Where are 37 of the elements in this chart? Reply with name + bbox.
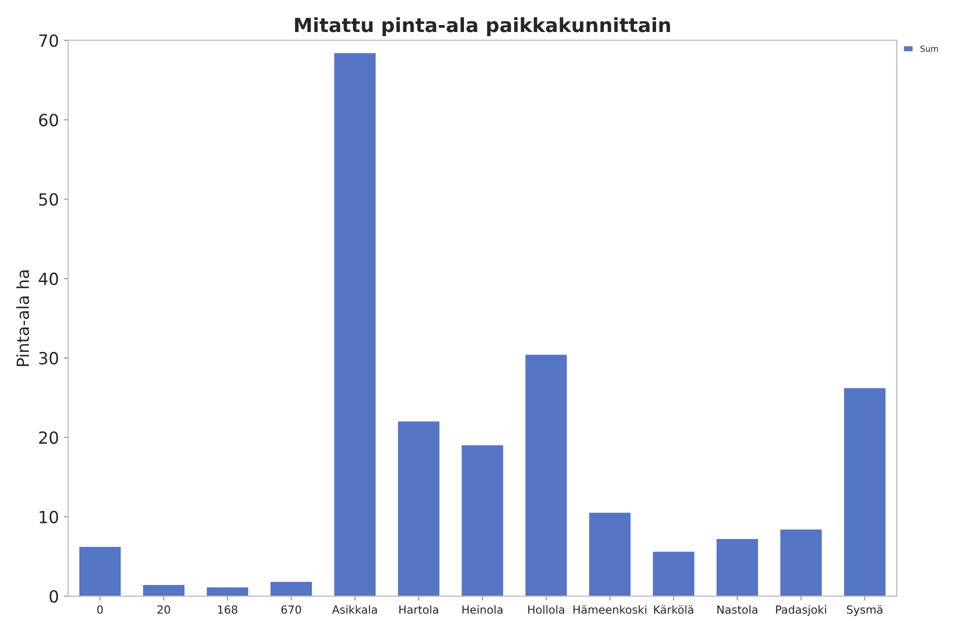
y-tick-label: 50 bbox=[39, 193, 58, 206]
y-tick-label: 20 bbox=[39, 431, 58, 444]
bar bbox=[270, 582, 312, 596]
x-tick-label: Sysmä bbox=[846, 605, 882, 616]
bar bbox=[589, 512, 631, 596]
bar bbox=[79, 546, 121, 596]
bar bbox=[462, 445, 504, 596]
bar bbox=[780, 529, 822, 596]
y-tick-label: 70 bbox=[39, 34, 58, 47]
x-tick-label: 168 bbox=[218, 605, 238, 614]
y-tick-label: 40 bbox=[38, 272, 58, 286]
chart-title: Mitattu pinta-ala paikkakunnittain bbox=[295, 17, 670, 36]
bar bbox=[334, 53, 376, 596]
x-tick-label: Hollola bbox=[528, 605, 564, 614]
y-tick-label: 60 bbox=[39, 114, 58, 126]
x-tick-label: 670 bbox=[281, 605, 302, 614]
x-tick-label: Hämeenkoski bbox=[574, 605, 646, 614]
bar bbox=[716, 538, 758, 596]
bar bbox=[398, 421, 440, 596]
bar bbox=[844, 388, 886, 596]
x-tick-label: Kärkölä bbox=[654, 605, 694, 614]
legend-label: Sum bbox=[920, 46, 938, 52]
bar bbox=[525, 354, 567, 596]
x-tick-label: 20 bbox=[158, 605, 170, 614]
y-tick-label: 10 bbox=[40, 510, 58, 524]
x-tick-label: Nastola bbox=[717, 605, 758, 614]
x-tick-label: Hartola bbox=[399, 605, 438, 614]
x-tick-label: Heinola bbox=[462, 605, 502, 614]
bar bbox=[143, 585, 184, 596]
x-tick-label: Asikkala bbox=[332, 605, 377, 614]
y-tick-label: 0 bbox=[50, 590, 58, 603]
x-tick-label: Padasjoki bbox=[776, 605, 826, 616]
bar bbox=[652, 552, 694, 596]
x-tick-label: 0 bbox=[97, 605, 103, 614]
y-tick-label: 30 bbox=[39, 352, 58, 365]
y-axis-title: Pinta-ala ha bbox=[16, 270, 30, 366]
bar bbox=[206, 587, 248, 596]
